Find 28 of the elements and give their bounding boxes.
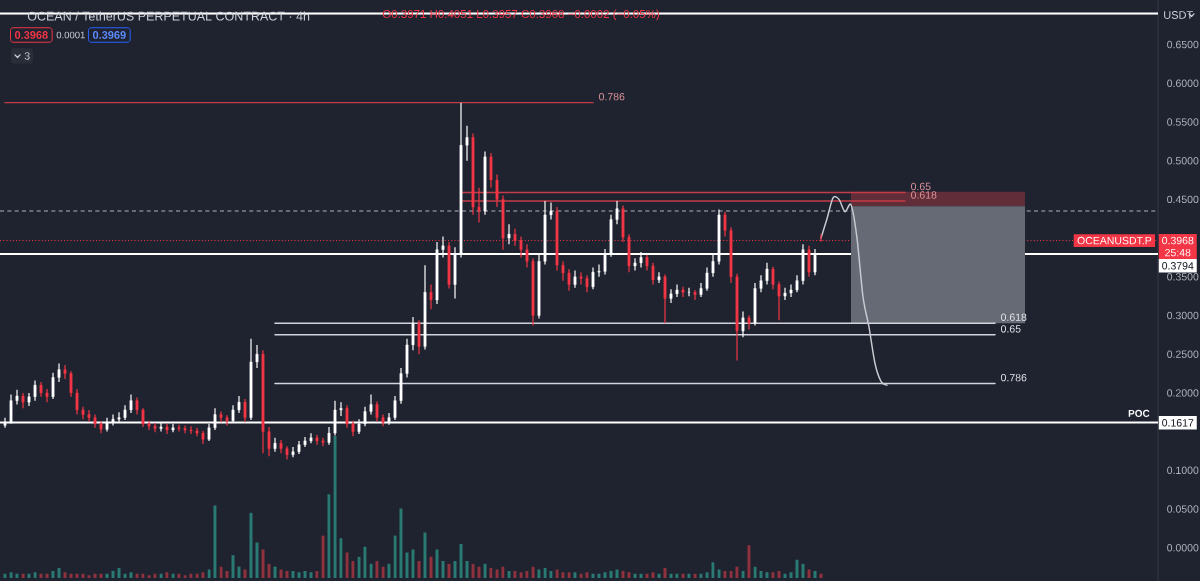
series-label: 0.786 <box>599 92 625 101</box>
ref-line-label: OCEANUSDT.P <box>1077 236 1152 245</box>
y-tick-label: 0.0000 <box>1167 543 1199 552</box>
y-tick-label: 0.3000 <box>1167 311 1199 320</box>
y-tick-label: 0.5500 <box>1167 118 1199 126</box>
y-tick-label: 0.6000 <box>1167 79 1199 87</box>
text: 0.3968 <box>1162 236 1194 245</box>
text: 0.1617 <box>1162 419 1194 427</box>
series-label: 0.65 <box>1001 325 1021 333</box>
series-label: 0.65 <box>911 182 931 191</box>
y-tick-label: 0.0500 <box>1167 505 1199 513</box>
y-tick-label: 0.6500 <box>1167 40 1199 49</box>
series-label: 0.618 <box>911 191 937 199</box>
y-tick-label: 0.4500 <box>1167 195 1199 204</box>
text: 0.3794 <box>1162 262 1194 270</box>
y-tick-label: 0.2500 <box>1167 350 1199 358</box>
annotation: 0.3968 <box>14 31 48 39</box>
y-tick-label: 0.3500 <box>1167 273 1199 281</box>
ref-line-label: POC <box>1128 409 1150 417</box>
annotation: 0.3969 <box>92 31 126 39</box>
series-label: 0.786 <box>1001 373 1027 382</box>
text: 25:48 <box>1165 248 1191 257</box>
y-tick-label: 0.1000 <box>1167 466 1199 475</box>
y-tick-label: 0.2000 <box>1167 389 1199 397</box>
annotation: 3 <box>24 52 30 60</box>
annotation: 0.0001 <box>56 31 85 39</box>
y-axis-title: USDT <box>1164 11 1193 19</box>
y-tick-label: 0.5000 <box>1167 156 1199 165</box>
